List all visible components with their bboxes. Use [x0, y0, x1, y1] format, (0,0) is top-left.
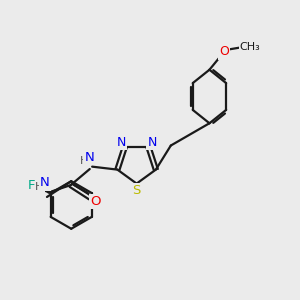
Text: H: H [35, 182, 44, 192]
Text: CH₃: CH₃ [240, 43, 260, 52]
Text: S: S [132, 184, 141, 196]
Text: N: N [84, 151, 94, 164]
Text: N: N [147, 136, 157, 149]
Text: N: N [40, 176, 50, 190]
Text: N: N [116, 136, 126, 149]
Text: O: O [219, 45, 229, 58]
Text: O: O [90, 195, 101, 208]
Text: F: F [28, 178, 35, 192]
Text: H: H [80, 156, 88, 166]
